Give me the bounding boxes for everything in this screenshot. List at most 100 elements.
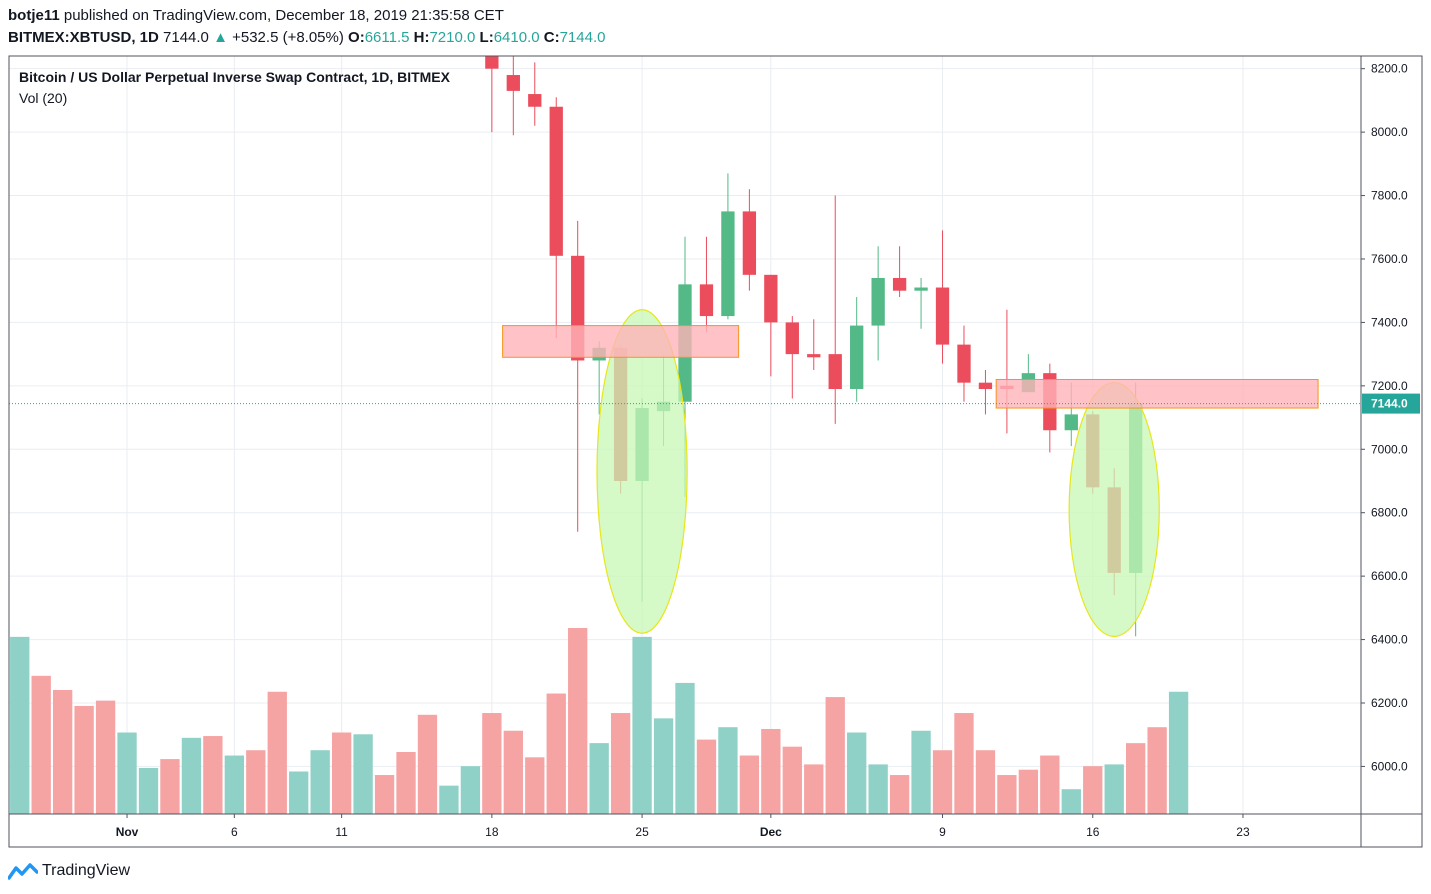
x-tick-label: 9: [939, 825, 946, 839]
high-label: H:: [413, 29, 430, 46]
y-tick-label: 6400.0: [1371, 633, 1408, 647]
y-tick-label: 8200.0: [1371, 62, 1408, 76]
volume-bar: [353, 734, 373, 814]
last-price-label-text: 7144.0: [1371, 397, 1408, 411]
volume-bar: [589, 743, 609, 814]
candle: [914, 278, 928, 329]
volume-bar: [95, 700, 116, 814]
y-tick-label: 7000.0: [1371, 442, 1408, 456]
volume-bar: [761, 728, 781, 814]
y-tick-label: 7200.0: [1371, 379, 1408, 393]
candle-body: [506, 75, 520, 91]
y-tick-label: 6600.0: [1371, 569, 1408, 583]
volume-bar: [289, 771, 309, 814]
volume-bar: [610, 713, 631, 814]
candle: [785, 316, 799, 399]
x-tick-label: 18: [485, 825, 499, 839]
candle-body: [485, 56, 499, 69]
volume-bar: [374, 775, 395, 814]
symbol-interval: BITMEX:XBTUSD, 1D: [8, 29, 159, 46]
volume-bar: [718, 727, 738, 814]
candle: [892, 246, 907, 298]
candle-body: [871, 278, 885, 326]
published-text: published on TradingView.com, December 1…: [63, 7, 504, 24]
volume-bars: [10, 628, 1189, 814]
volume-bar: [310, 750, 330, 814]
volume-bar: [482, 713, 502, 814]
candle: [828, 195, 842, 424]
candle: [721, 173, 735, 320]
volume-bar: [396, 752, 416, 814]
candle-body: [935, 287, 950, 345]
volume-bar: [525, 757, 545, 814]
candle: [699, 236, 714, 332]
volume-bar: [417, 714, 438, 814]
volume-bar: [804, 764, 824, 814]
legend-title[interactable]: Bitcoin / US Dollar Perpetual Inverse Sw…: [19, 69, 451, 85]
volume-bar: [825, 697, 845, 814]
resistance-zone: [502, 325, 740, 358]
candle-body: [742, 211, 757, 275]
high-value: 7210.0: [429, 29, 476, 46]
volume-bar: [503, 730, 523, 814]
candle: [850, 297, 864, 402]
volume-bar: [10, 636, 30, 814]
close-value: 7144.0: [559, 29, 606, 46]
volume-bar: [1040, 755, 1060, 814]
volume-bar: [997, 775, 1017, 814]
candle: [871, 246, 885, 361]
volume-bar: [1104, 764, 1124, 814]
highlight-ellipse: [596, 309, 688, 634]
volume-bar: [782, 746, 802, 814]
y-tick-label: 6800.0: [1371, 506, 1408, 520]
last-price-label: 7144.0: [1362, 393, 1420, 414]
tradingview-logo-icon[interactable]: [8, 862, 38, 880]
legend-volume[interactable]: Vol (20): [19, 90, 67, 106]
x-tick-label: 25: [635, 825, 649, 839]
candle: [485, 56, 499, 133]
x-tick-label: 6: [231, 825, 238, 839]
volume-bar: [868, 764, 888, 814]
volume-bar: [889, 775, 910, 814]
volume-bar: [267, 691, 287, 814]
candle-body: [1064, 414, 1078, 431]
x-tick-label: Dec: [760, 825, 782, 839]
volume-bar: [1083, 766, 1103, 814]
volume-bar: [460, 766, 481, 814]
y-tick-label: 7600.0: [1371, 252, 1408, 266]
chart-frame: [8, 55, 1423, 848]
candle-body: [721, 211, 735, 317]
volume-bar: [331, 732, 352, 814]
resistance-zone: [995, 378, 1319, 409]
volume-bar: [546, 693, 566, 814]
outer-border: [8, 55, 1423, 848]
candle: [528, 62, 542, 126]
volume-bar: [847, 732, 867, 814]
x-tick-label: 11: [335, 825, 348, 839]
footer-brand[interactable]: TradingView: [42, 862, 131, 879]
volume-bar: [568, 628, 588, 814]
up-triangle-icon: ▲: [213, 29, 228, 46]
price-axis[interactable]: 6000.0 6200.0 6400.0 6600.0 6800.0 7000.0 7200…: [1361, 62, 1408, 774]
time-axis[interactable]: Nov 6 11 18 25 Dec 9 16 23: [116, 814, 1250, 839]
volume-bar: [52, 690, 73, 814]
volume-bar: [911, 730, 931, 814]
volume-bar: [1147, 727, 1167, 814]
candle: [935, 230, 950, 364]
candle: [957, 325, 971, 402]
volume-bar: [653, 718, 674, 814]
candle-body: [978, 382, 993, 390]
author-name[interactable]: botje11: [8, 7, 60, 24]
volume-bar: [224, 755, 244, 814]
volume-bar: [1018, 769, 1039, 814]
candle: [506, 56, 520, 136]
publish-info: botje11 published on TradingView.com, De…: [8, 7, 504, 24]
close-label: C:: [543, 29, 560, 46]
open-value: 6611.5: [364, 29, 410, 46]
volume-bar: [203, 736, 223, 814]
candle-body: [785, 322, 799, 355]
candle: [807, 319, 821, 370]
volume-bar: [954, 713, 974, 814]
last-price-label-bg: [1362, 393, 1420, 414]
